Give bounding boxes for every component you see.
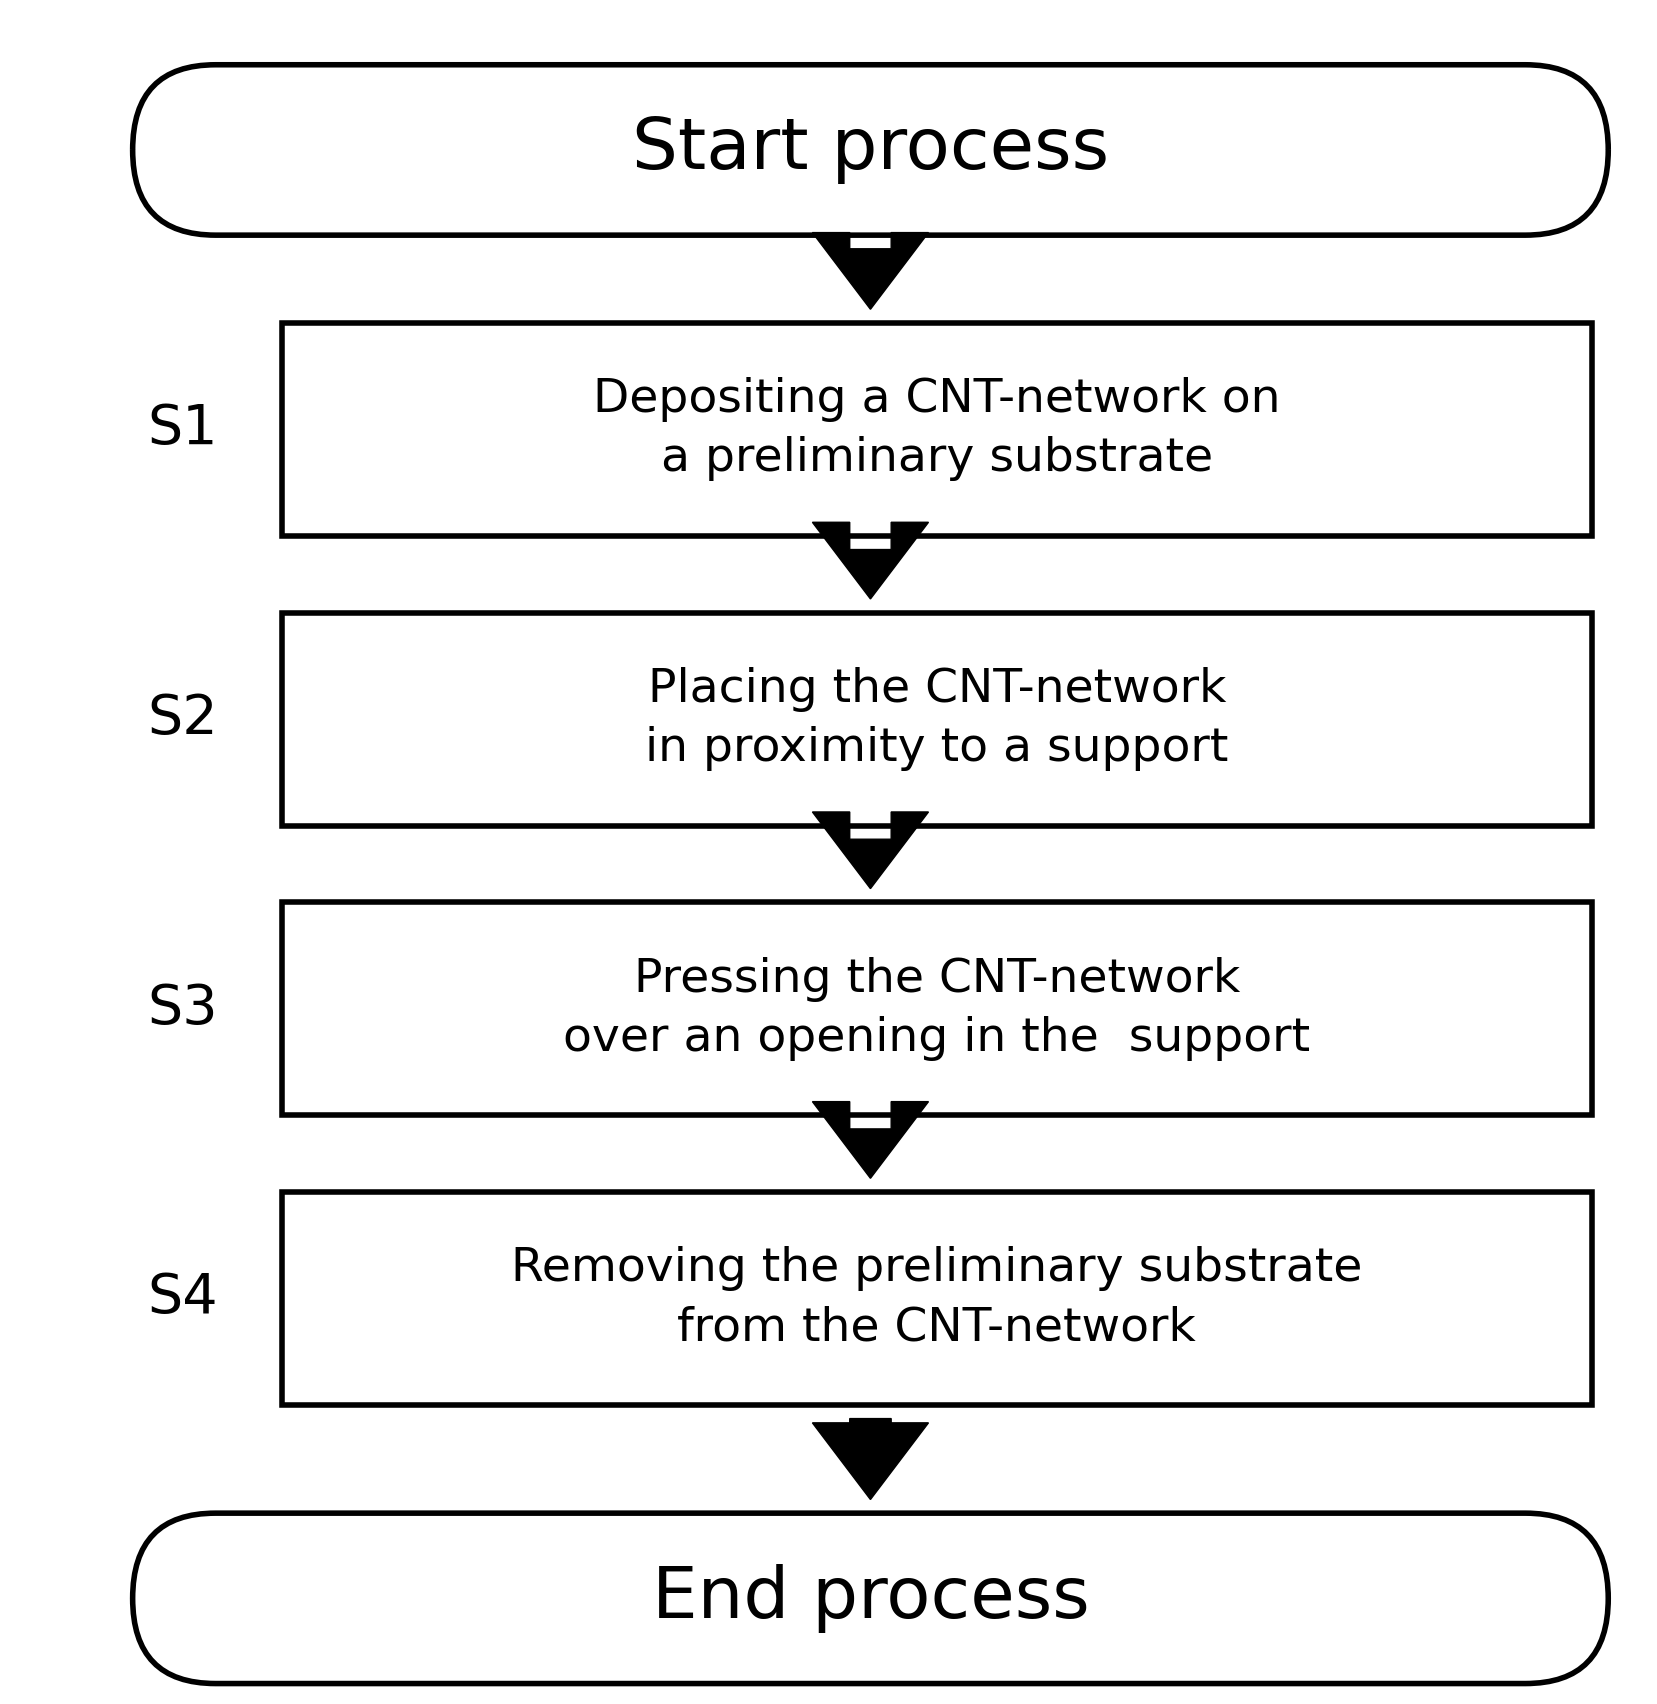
Polygon shape	[812, 521, 928, 600]
Bar	[282, 322, 1591, 535]
Text: Placing the CNT-network
in proximity to a support: Placing the CNT-network in proximity to …	[645, 666, 1228, 772]
Text: S1: S1	[147, 402, 217, 457]
Text: Depositing a CNT-network on
a preliminary substrate: Depositing a CNT-network on a preliminar…	[593, 377, 1279, 482]
Polygon shape	[812, 232, 928, 310]
Bar	[282, 903, 1591, 1116]
Text: End process: End process	[651, 1564, 1089, 1632]
FancyBboxPatch shape	[133, 1513, 1607, 1684]
Text: S2: S2	[147, 692, 217, 746]
FancyBboxPatch shape	[133, 65, 1607, 235]
Bar	[282, 613, 1591, 826]
Text: Removing the preliminary substrate
from the CNT-network: Removing the preliminary substrate from …	[510, 1246, 1362, 1351]
Text: S3: S3	[147, 982, 217, 1036]
Polygon shape	[812, 1418, 928, 1500]
Text: S4: S4	[147, 1271, 217, 1326]
Bar	[282, 1193, 1591, 1404]
Text: Pressing the CNT-network
over an opening in the  support: Pressing the CNT-network over an opening…	[563, 956, 1309, 1062]
Polygon shape	[812, 1102, 928, 1179]
Polygon shape	[812, 813, 928, 889]
Text: Start process: Start process	[631, 116, 1109, 184]
